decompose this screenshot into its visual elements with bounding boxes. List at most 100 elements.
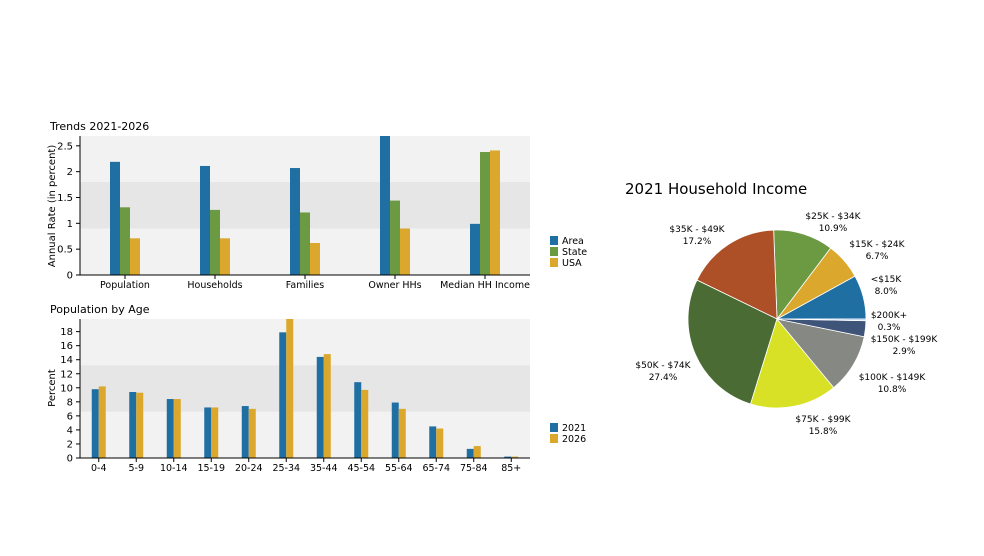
legend-label-2026: 2026 <box>562 434 586 445</box>
bar-2026-10-14 <box>173 399 181 458</box>
legend-label-2021: 2021 <box>562 423 586 434</box>
legend-swatch-2021 <box>550 423 558 432</box>
pie-slice-value: 15.8% <box>809 427 838 437</box>
age-chart: Population by Age Percent 0 2 4 6 8 10 12 14 16 1… <box>47 303 586 474</box>
x-tick-label: 20-24 <box>235 463 263 474</box>
bar-2026-65-74 <box>436 428 444 458</box>
y-tick-label: 4 <box>67 425 73 436</box>
pie-slice-value: 17.2% <box>683 237 712 247</box>
bar-usa-households <box>220 238 230 275</box>
income-pie-chart: 2021 Household Income <$15K 8.0% $15K - $2… <box>625 180 938 437</box>
x-tick-label: 45-54 <box>347 463 375 474</box>
x-tick-label: 55-64 <box>385 463 413 474</box>
pie-slice-value: 2.9% <box>893 347 916 357</box>
pie-slice-value: 10.9% <box>819 224 848 234</box>
pie-slice-label: $35K - $49K <box>669 225 725 235</box>
bar-usa-owner-hhs <box>400 228 410 275</box>
bar-area-population <box>110 161 120 275</box>
y-tick-label: 16 <box>60 341 73 352</box>
bar-state-population <box>120 207 130 275</box>
bar-2021-55-64 <box>391 402 399 458</box>
bar-2021-20-24 <box>241 406 249 458</box>
y-tick-label: 14 <box>60 355 73 366</box>
x-tick-label: 35-44 <box>310 463 338 474</box>
bar-2021-15-19 <box>204 407 212 458</box>
legend-label-area: Area <box>562 236 584 247</box>
pie-slice-75k-99k <box>750 318 835 409</box>
pie-slice-label: $100K - $149K <box>859 373 927 383</box>
pie-slice-value: 8.0% <box>875 287 898 297</box>
age-chart-title: Population by Age <box>50 303 150 316</box>
x-tick-label: Households <box>187 280 242 291</box>
pie-slice-label: <$15K <box>871 275 903 285</box>
pie-slice-label: $200K+ <box>871 311 907 321</box>
x-tick-label: Median HH Income <box>440 280 530 291</box>
bar-2026-45-54 <box>361 389 369 458</box>
pie-slice-label: $150K - $199K <box>871 335 939 345</box>
bar-2026-85- <box>511 456 519 458</box>
y-tick-label: 0 <box>67 271 73 282</box>
y-tick-label: 18 <box>60 327 73 338</box>
bar-2026-15-19 <box>211 407 219 458</box>
x-tick-label: 75-84 <box>460 463 488 474</box>
bar-2021-5-9 <box>129 392 137 458</box>
pie-slice-200k <box>776 318 867 322</box>
bar-usa-population <box>130 238 140 275</box>
bar-state-families <box>300 212 310 275</box>
bar-2021-45-54 <box>354 382 362 458</box>
bar-area-median-hh-income <box>470 223 480 275</box>
pie-slice-35k-49k <box>696 229 778 320</box>
x-tick-label: Families <box>286 280 324 291</box>
pie-slice-label: $50K - $74K <box>635 361 691 371</box>
bar-2021-85- <box>504 456 512 458</box>
y-tick-label: 8 <box>67 397 73 408</box>
x-tick-label: 0-4 <box>91 463 107 474</box>
bar-area-owner-hhs <box>380 136 390 275</box>
y-tick-label: 2 <box>67 167 73 178</box>
bar-2021-65-74 <box>429 426 437 458</box>
x-tick-label: 25-34 <box>272 463 300 474</box>
bar-state-owner-hhs <box>390 200 400 275</box>
bar-usa-median-hh-income <box>490 150 500 275</box>
legend-swatch-area <box>550 236 558 245</box>
bar-2021-25-34 <box>279 332 287 458</box>
bar-2026-25-34 <box>286 319 294 458</box>
x-tick-label: Owner HHs <box>368 280 421 291</box>
y-tick-label: 10 <box>60 383 73 394</box>
income-pie-title: 2021 Household Income <box>625 180 807 198</box>
x-tick-label: 85+ <box>501 463 521 474</box>
bar-state-median-hh-income <box>480 152 490 275</box>
bar-area-families <box>290 168 300 275</box>
trends-chart: Trends 2021-2026 Annual Rate (in percent… <box>47 120 587 291</box>
legend-swatch-state <box>550 247 558 256</box>
pie-slice-value: 0.3% <box>878 323 901 333</box>
y-tick-label: 1.5 <box>57 193 73 204</box>
x-tick-label: 5-9 <box>128 463 144 474</box>
bar-usa-families <box>310 242 320 275</box>
bar-2021-35-44 <box>316 356 324 458</box>
legend-swatch-usa <box>550 258 558 267</box>
y-tick-label: 12 <box>60 369 73 380</box>
plot-band <box>80 365 530 412</box>
y-tick-label: 6 <box>67 411 73 422</box>
y-tick-label: 0 <box>67 454 73 465</box>
bar-2026-0-4 <box>98 386 106 458</box>
bar-2026-75-84 <box>473 446 481 458</box>
age-y-axis-label: Percent <box>47 369 58 407</box>
trends-y-axis-label: Annual Rate (in percent) <box>47 145 58 268</box>
bar-2021-0-4 <box>91 389 99 458</box>
pie-slice-label: $75K - $99K <box>795 415 851 425</box>
y-tick-label: 2 <box>67 439 73 450</box>
x-tick-label: 10-14 <box>160 463 188 474</box>
y-tick-label: 1 <box>67 219 73 230</box>
y-tick-label: 0.5 <box>57 245 73 256</box>
bar-2026-20-24 <box>248 408 256 458</box>
pie-slice-value: 27.4% <box>649 373 678 383</box>
legend-swatch-2026 <box>550 434 558 443</box>
trends-chart-title: Trends 2021-2026 <box>49 120 149 133</box>
bar-area-households <box>200 165 210 275</box>
pie-slice-label: $15K - $24K <box>849 240 905 250</box>
pie-slice-value: 10.8% <box>878 385 907 395</box>
pie-slice-50k-74k <box>687 279 778 405</box>
